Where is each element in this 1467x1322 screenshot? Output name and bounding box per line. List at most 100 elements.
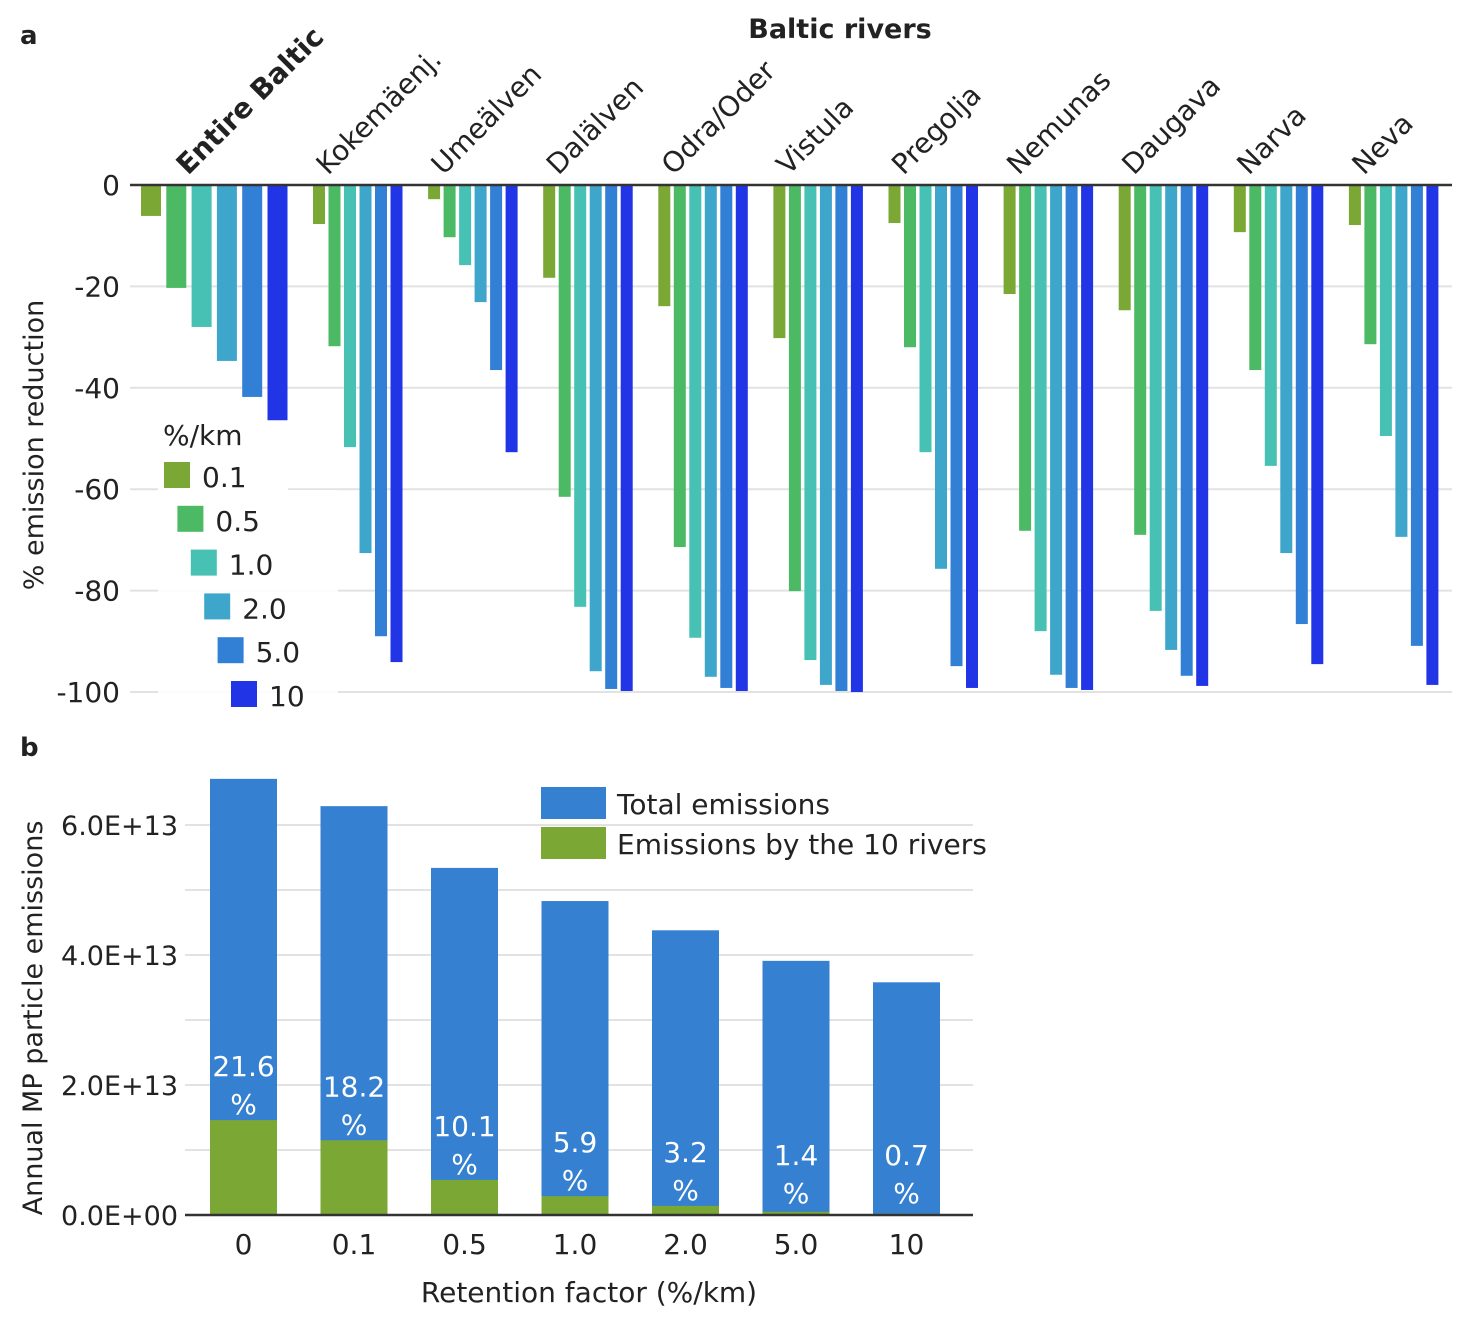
legend-label-a: 2.0: [242, 592, 287, 625]
legend-label-a: 5.0: [256, 636, 301, 669]
category-label-a: Umeälven: [425, 58, 548, 181]
data-label-unit-b: %: [451, 1148, 478, 1181]
bar-a-0_1: [1118, 185, 1131, 311]
bar-a-0_1: [141, 185, 161, 216]
bar-a-2_0: [1165, 185, 1178, 650]
legend-label-b: Total emissions: [616, 788, 830, 821]
bar-a-0_1: [888, 185, 901, 224]
bar-a-10: [850, 185, 863, 692]
category-label-a: Daugava: [1115, 69, 1227, 181]
legend-title-a: %/km: [163, 419, 243, 452]
bar-a-0_1: [1348, 185, 1361, 226]
bar-river-emissions: [431, 1179, 498, 1215]
bar-a-1_0: [919, 185, 932, 453]
legend-swatch-a: [177, 505, 204, 532]
bar-river-emissions: [210, 1120, 277, 1215]
bar-a-0_5: [328, 185, 341, 347]
bar-river-emissions: [762, 1211, 830, 1215]
bar-a-10: [1311, 185, 1324, 665]
x-tick-label-b: 0: [235, 1228, 253, 1261]
bar-a-5_0: [490, 185, 503, 371]
y-tick-label-a: -100: [56, 676, 120, 709]
bar-a-2_0: [819, 185, 832, 685]
bar-river-emissions: [320, 1140, 388, 1215]
bar-a-0_5: [166, 185, 187, 288]
bar-a-2_0: [589, 185, 602, 672]
data-label-unit-b: %: [341, 1108, 368, 1141]
y-tick-label-b: 0.0E+00: [61, 1201, 178, 1232]
data-label-b: 10.1: [433, 1110, 495, 1143]
bar-a-10: [1196, 185, 1209, 686]
x-tick-label-b: 10: [889, 1228, 925, 1261]
bar-a-10: [390, 185, 403, 663]
legend-label-a: 0.1: [202, 461, 247, 494]
data-label-b: 21.6: [212, 1050, 274, 1083]
bar-a-0_5: [443, 185, 456, 238]
data-label-b: 3.2: [663, 1136, 708, 1169]
data-label-unit-b: %: [783, 1177, 810, 1210]
data-label-b: 0.7: [884, 1139, 929, 1172]
x-tick-label-b: 0.1: [332, 1228, 377, 1261]
bar-a-1_0: [1034, 185, 1047, 632]
bar-a-1_0: [689, 185, 702, 638]
category-label-a: Entire Baltic: [170, 20, 331, 181]
legend-swatch-a: [231, 681, 257, 707]
bar-a-1_0: [1379, 185, 1392, 436]
bar-a-10: [620, 185, 633, 691]
data-label-b: 18.2: [323, 1070, 385, 1103]
bar-a-5_0: [950, 185, 963, 667]
y-tick-label-a: -20: [74, 270, 120, 303]
legend-swatch-a: [190, 549, 217, 576]
category-label-a: Neva: [1346, 107, 1420, 181]
data-label-unit-b: %: [893, 1177, 920, 1210]
bar-a-10: [267, 185, 288, 421]
x-tick-label-b: 2.0: [663, 1228, 708, 1261]
bar-a-0_5: [1019, 185, 1032, 531]
bar-a-5_0: [835, 185, 848, 691]
bar-a-0_1: [1003, 185, 1016, 295]
panel-label-a: a: [20, 21, 38, 51]
bar-a-5_0: [1065, 185, 1078, 688]
bar-total-emissions: [541, 901, 609, 1215]
bar-a-0_1: [313, 185, 325, 225]
bar-a-0_1: [773, 185, 786, 339]
bar-a-10: [735, 185, 748, 691]
legend-swatch-a: [217, 637, 244, 664]
bar-a-1_0: [574, 185, 587, 607]
y-axis-title-b: Annual MP particle emissions: [18, 821, 49, 1216]
category-label-a: Pregolja: [885, 78, 988, 181]
category-label-a: Dalälven: [540, 71, 650, 181]
bar-a-2_0: [474, 185, 487, 303]
category-label-a: Odra/Oder: [655, 54, 782, 181]
bar-a-5_0: [242, 185, 263, 397]
bar-a-1_0: [191, 185, 212, 327]
legend-swatch-a: [204, 593, 231, 620]
bar-a-0_5: [1249, 185, 1262, 371]
x-tick-label-b: 0.5: [442, 1228, 487, 1261]
data-label-unit-b: %: [230, 1088, 257, 1121]
legend-swatch-b: [541, 827, 606, 859]
bar-total-emissions: [762, 960, 830, 1215]
y-tick-label-b: 2.0E+13: [61, 1071, 178, 1102]
bar-a-5_0: [1295, 185, 1308, 625]
category-label-a: Narva: [1230, 99, 1312, 181]
bar-a-0_1: [1233, 185, 1246, 233]
bar-a-1_0: [459, 185, 472, 266]
bar-a-2_0: [935, 185, 947, 569]
y-tick-label-a: -80: [74, 575, 120, 608]
data-label-unit-b: %: [562, 1164, 589, 1197]
y-tick-label-a: -60: [74, 473, 120, 506]
bar-a-5_0: [375, 185, 387, 637]
bar-a-0_1: [658, 185, 671, 307]
bar-a-1_0: [344, 185, 356, 448]
y-tick-label-a: -40: [74, 372, 120, 405]
bar-total-emissions: [873, 982, 940, 1215]
bar-a-10: [505, 185, 518, 453]
bar-a-0_5: [1134, 185, 1147, 535]
y-tick-label-b: 6.0E+13: [61, 811, 178, 842]
bar-a-2_0: [359, 185, 372, 554]
y-tick-label-b: 4.0E+13: [61, 941, 178, 972]
bar-a-0_5: [1364, 185, 1377, 345]
bar-a-1_0: [804, 185, 817, 661]
